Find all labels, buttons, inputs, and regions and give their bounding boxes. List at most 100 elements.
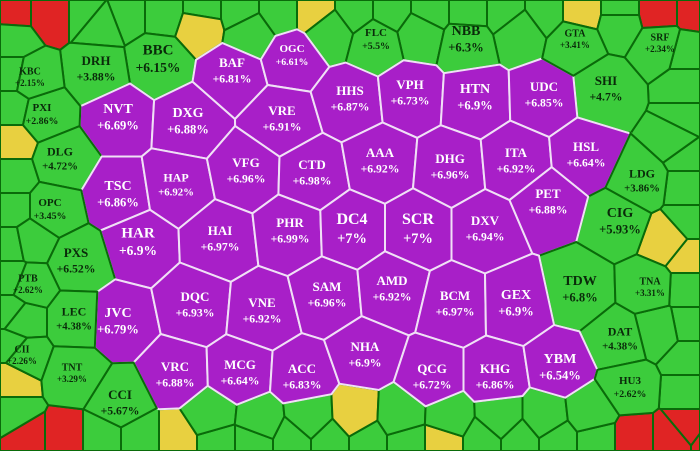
change: +6.87% (331, 100, 370, 113)
filler-cell (662, 170, 700, 206)
cell-shape (4, 335, 55, 383)
stock-cell: CII+2.26% (4, 335, 55, 383)
ticker: KHG (480, 361, 510, 376)
change: +2.26% (7, 356, 37, 366)
change: +6.92% (497, 162, 536, 175)
ticker: DAT (608, 325, 632, 339)
change: +3.88% (77, 70, 116, 83)
ticker: CII (14, 344, 29, 355)
change: +6.83% (283, 378, 322, 391)
stock-cell: CTD +6.98% (277, 131, 351, 212)
ticker: VRC (161, 359, 189, 374)
change: +2.86% (26, 116, 59, 127)
change: +3.45% (34, 211, 67, 222)
ticker: DHG (435, 151, 465, 166)
change: +5.93% (599, 222, 641, 236)
filler-cell (0, 0, 32, 28)
stock-cell: QCG +6.72% (392, 331, 465, 408)
ticker: LEC (62, 305, 87, 319)
ticker: VFG (232, 155, 259, 170)
ticker: NVT (103, 102, 133, 117)
change: +3.41% (560, 40, 590, 50)
change: +6.92% (243, 312, 282, 325)
stock-cell: CCI +5.67% (81, 361, 159, 429)
cell-shape (593, 358, 663, 417)
change: +6.93% (176, 306, 215, 319)
change: +6.3% (448, 40, 484, 54)
change: +6.92% (373, 290, 412, 303)
change: +2.15% (15, 78, 45, 88)
ticker: QCG (417, 361, 447, 376)
ticker: AAA (366, 145, 395, 160)
cell-shape (81, 361, 159, 429)
change: +6.97% (436, 305, 475, 318)
cell-shape (613, 253, 672, 315)
change: +6.9% (119, 243, 157, 258)
filler-cell (657, 374, 700, 410)
change: +7% (337, 231, 367, 247)
change: +6.15% (136, 60, 181, 75)
stock-cell: VRC +6.88% (132, 332, 209, 411)
change: +6.88% (156, 376, 195, 389)
cell-shape (541, 20, 610, 77)
change: +7% (403, 231, 433, 247)
change: +5.67% (101, 404, 140, 417)
change: +6.73% (391, 94, 430, 107)
stock-cell: DRH +3.88% (59, 41, 132, 108)
change: +6.96% (308, 296, 347, 309)
stock-cell: CIG+5.93% (575, 186, 653, 266)
ticker: HSL (573, 139, 599, 154)
stock-cell: FLC +5.5% (344, 17, 405, 78)
stock-cell: AMD +6.92% (356, 250, 432, 337)
ticker: SCR (402, 211, 434, 228)
ticker: BBC (143, 42, 174, 58)
change: +5.5% (362, 41, 390, 52)
change: +6.99% (271, 232, 310, 245)
stock-cell: DLG +4.72% (31, 124, 103, 192)
ticker: BAF (219, 55, 245, 70)
stock-cell: DHG +6.96% (411, 124, 487, 210)
ticker: PET (535, 186, 561, 201)
stock-cell: HAP +6.92% (140, 147, 217, 231)
stock-cell: OGC +6.61% (259, 28, 331, 93)
change: +6.52% (57, 262, 96, 275)
stock-cell: SHI +4.7% (572, 52, 650, 135)
ticker: YBM (544, 352, 577, 367)
ticker: DXV (471, 213, 500, 228)
stock-cell: SRF+2.34% (623, 24, 682, 86)
change: +6.96% (431, 168, 470, 181)
filler-cell (638, 0, 678, 30)
ticker: HAP (163, 171, 188, 185)
filler-cell (658, 408, 700, 448)
ticker: SAM (313, 279, 342, 294)
change: +6.61% (276, 57, 309, 68)
change: +6.88% (529, 203, 568, 216)
stock-cell: DXV +6.94% (450, 187, 534, 275)
ticker: VPH (396, 77, 423, 92)
change: +6.9% (457, 98, 493, 112)
change: +6.92% (158, 187, 194, 199)
ticker: TNA (639, 276, 661, 287)
stock-cell: SCR +7% (384, 187, 453, 272)
change: +6.94% (466, 230, 505, 243)
change: +2.62% (13, 285, 43, 295)
stock-cell: BCM +6.97% (414, 259, 488, 349)
stock-cell: GTA+3.41% (541, 20, 610, 77)
change: +6.86% (476, 378, 515, 391)
ticker: DC4 (336, 211, 367, 228)
change: +6.9% (349, 356, 382, 369)
ticker: TNT (62, 362, 83, 373)
stock-cell: HTN+6.9% (439, 63, 512, 141)
change: +2.34% (645, 44, 675, 54)
cell-shape (40, 345, 114, 411)
ticker: HAR (121, 225, 155, 241)
ticker: GTA (565, 28, 587, 39)
ticker: PXI (33, 102, 52, 114)
change: +4.7% (590, 90, 623, 103)
change: +3.31% (635, 288, 665, 298)
cell-shape (15, 44, 66, 100)
ticker: TSC (104, 179, 131, 194)
change: +6.8% (562, 290, 598, 304)
ticker: VNE (248, 295, 275, 310)
ticker: UDC (530, 79, 558, 94)
